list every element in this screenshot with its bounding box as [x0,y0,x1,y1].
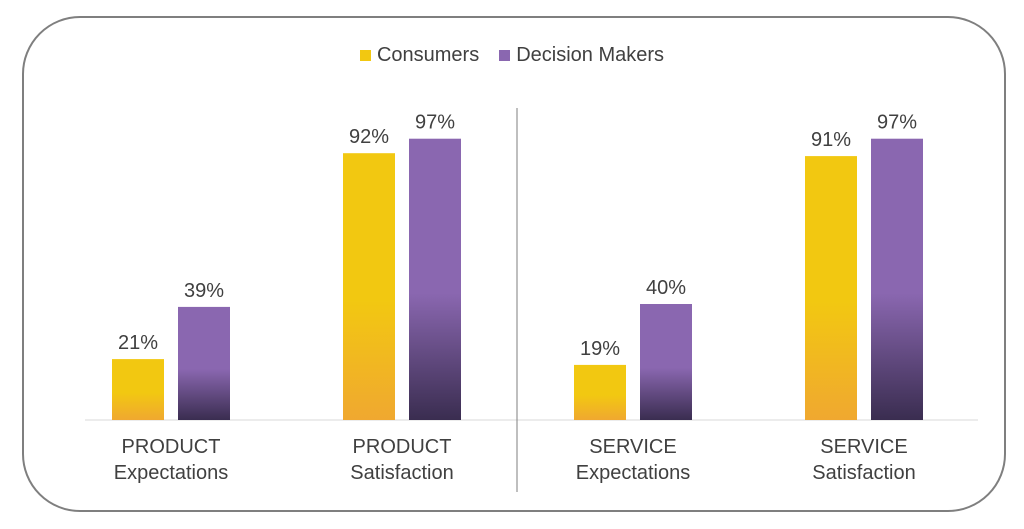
legend-swatch-consumers [359,50,371,61]
legend-item-decision-makers: Decision Makers [499,44,664,67]
data-label: 91% [811,129,851,151]
bar-consumers-1 [343,153,395,420]
legend-label-decision-makers: Decision Makers [516,44,665,66]
category-label: SERVICE [820,436,907,458]
category-label: Expectations [114,462,229,484]
legend: Consumers Decision Makers [0,44,1024,67]
bar-decision-makers-2 [640,304,692,420]
data-label: 97% [877,112,917,134]
data-label: 40% [646,277,686,299]
data-label: 19% [580,338,620,360]
bar-decision-makers-1 [409,138,461,420]
category-label: PRODUCT [353,436,452,458]
data-label: 97% [415,112,455,134]
bar-consumers-2 [574,364,626,420]
legend-swatch-decision-makers [499,50,511,61]
category-label: PRODUCT [122,436,221,458]
category-label: Expectations [576,462,691,484]
data-label: 21% [118,332,158,354]
data-label: 92% [349,126,389,148]
legend-item-consumers: Consumers [359,44,480,67]
category-label: Satisfaction [350,462,453,484]
data-label: 39% [184,280,224,302]
category-label: SERVICE [589,436,676,458]
bar-consumers-3 [805,156,857,420]
bar-consumers-0 [112,359,164,420]
category-label: Satisfaction [812,462,915,484]
bar-decision-makers-3 [871,138,923,420]
chart-frame [22,16,1006,512]
legend-label-consumers: Consumers [376,44,480,66]
bar-decision-makers-0 [178,306,230,420]
